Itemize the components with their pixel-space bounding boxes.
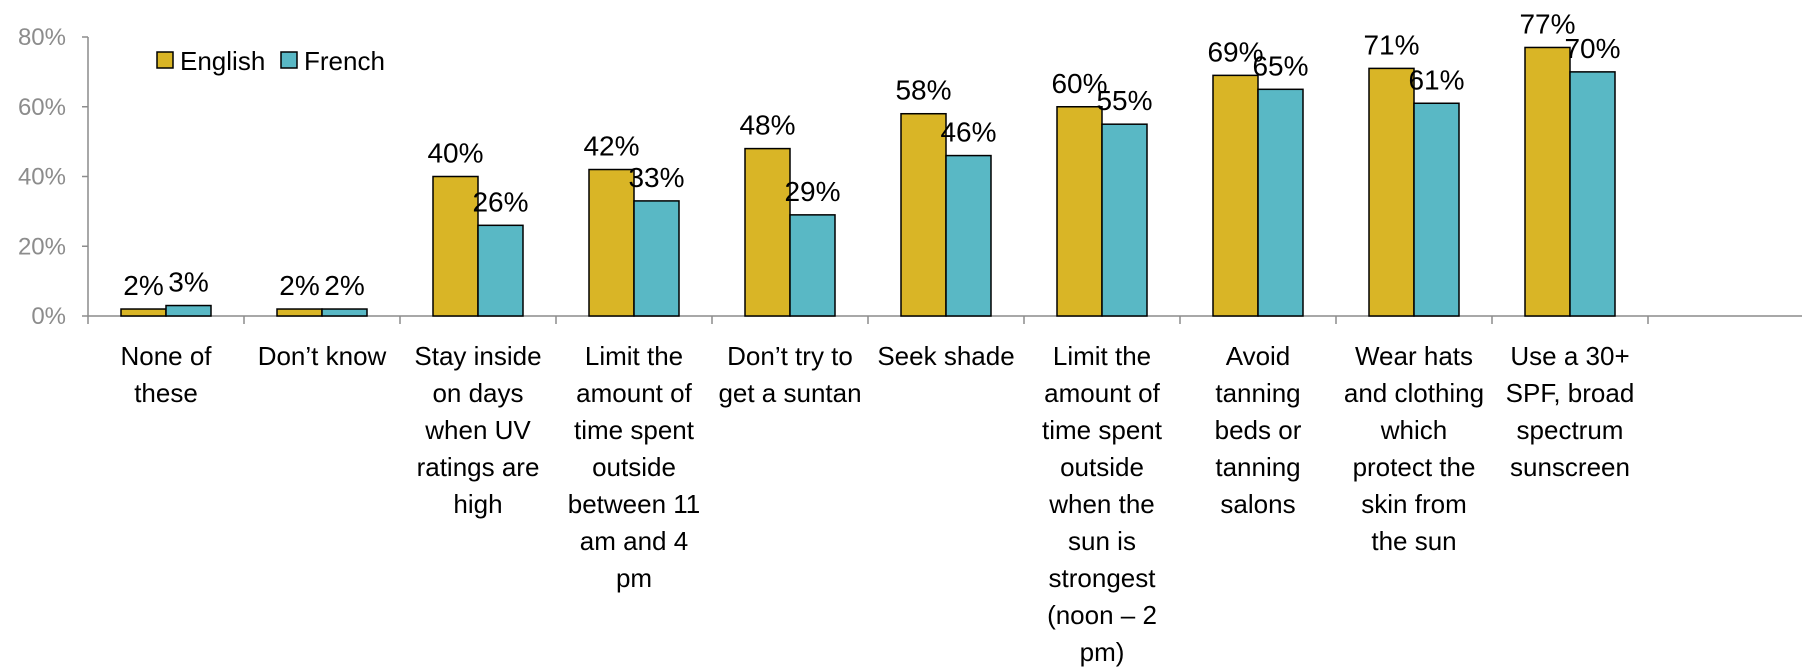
bar-english-7 [1212,74,1259,317]
bar-english-0 [120,308,167,317]
bar-english-2 [432,175,479,317]
bar-french-0 [165,304,212,317]
legend-label-french: French [304,46,385,76]
data-label-english-0: 2% [123,270,163,301]
legend-swatch-french [280,51,298,69]
bar-english-4 [744,147,791,317]
data-label-english-4: 48% [739,110,795,141]
category-label-2: Stay inside on days when UV ratings are … [414,341,542,519]
data-label-english-1: 2% [279,270,319,301]
data-label-english-3: 42% [583,131,639,162]
data-label-french-2: 26% [472,186,528,217]
data-label-english-6: 60% [1051,68,1107,99]
bar-french-7 [1257,88,1304,317]
category-label-4: Don’t try to get a suntan [718,341,862,408]
bar-english-5 [900,112,947,317]
y-tick-label: 20% [18,233,66,260]
bar-english-6 [1056,106,1103,317]
data-label-french-4: 29% [784,176,840,207]
x-axis [87,315,1802,324]
y-axis: 0% 20% 40% 60% 80% [18,24,89,330]
data-label-french-7: 65% [1252,50,1308,81]
bar-french-3 [633,200,680,317]
y-tick-label: 60% [18,94,66,121]
legend-label-english: English [180,46,265,76]
data-label-english-7: 69% [1207,36,1263,67]
bar-french-8 [1413,102,1460,317]
bars [120,46,1616,317]
category-label-6: Limit the amount of time spent outside w… [1042,341,1162,667]
bar-english-1 [276,308,323,317]
category-label-0: None of these [120,341,212,408]
bar-french-4 [789,214,836,317]
data-label-english-2: 40% [427,138,483,169]
bar-french-1 [321,308,368,317]
bar-french-5 [945,154,992,317]
data-labels: 2% 3% 2% 2%40%26%42%33%48%29%58%46%60%55%69… [123,8,1620,301]
bar-french-9 [1569,71,1616,317]
data-label-french-0: 3% [168,267,208,298]
bar-english-9 [1524,46,1571,317]
data-label-french-9: 70% [1564,33,1620,64]
data-label-english-9: 77% [1519,8,1575,39]
bar-english-3 [588,168,635,317]
legend: English French [156,46,385,76]
data-label-french-6: 55% [1096,85,1152,116]
data-label-french-5: 46% [940,117,996,148]
data-label-english-5: 58% [895,75,951,106]
category-label-8: Wear hats and clothing which protect the… [1343,341,1485,556]
category-label-9: Use a 30+ SPF, broad spectrum sunscreen [1505,341,1635,482]
y-tick-label: 0% [31,303,66,330]
category-label-3: Limit the amount of time spent outside b… [567,341,701,593]
bar-english-8 [1368,67,1415,317]
category-label-7: Avoid tanning beds or tanning salons [1214,341,1302,519]
y-tick-label: 40% [18,164,66,191]
bar-french-6 [1101,123,1148,317]
category-label-5: Seek shade [877,341,1015,371]
category-label-1: Don’t know [257,341,387,371]
data-label-french-1: 2% [324,270,364,301]
data-label-english-8: 71% [1363,29,1419,60]
data-label-french-8: 61% [1408,64,1464,95]
data-label-french-3: 33% [628,162,684,193]
bar-french-2 [477,224,524,317]
y-tick-label: 80% [18,24,66,51]
legend-swatch-english [156,51,174,69]
